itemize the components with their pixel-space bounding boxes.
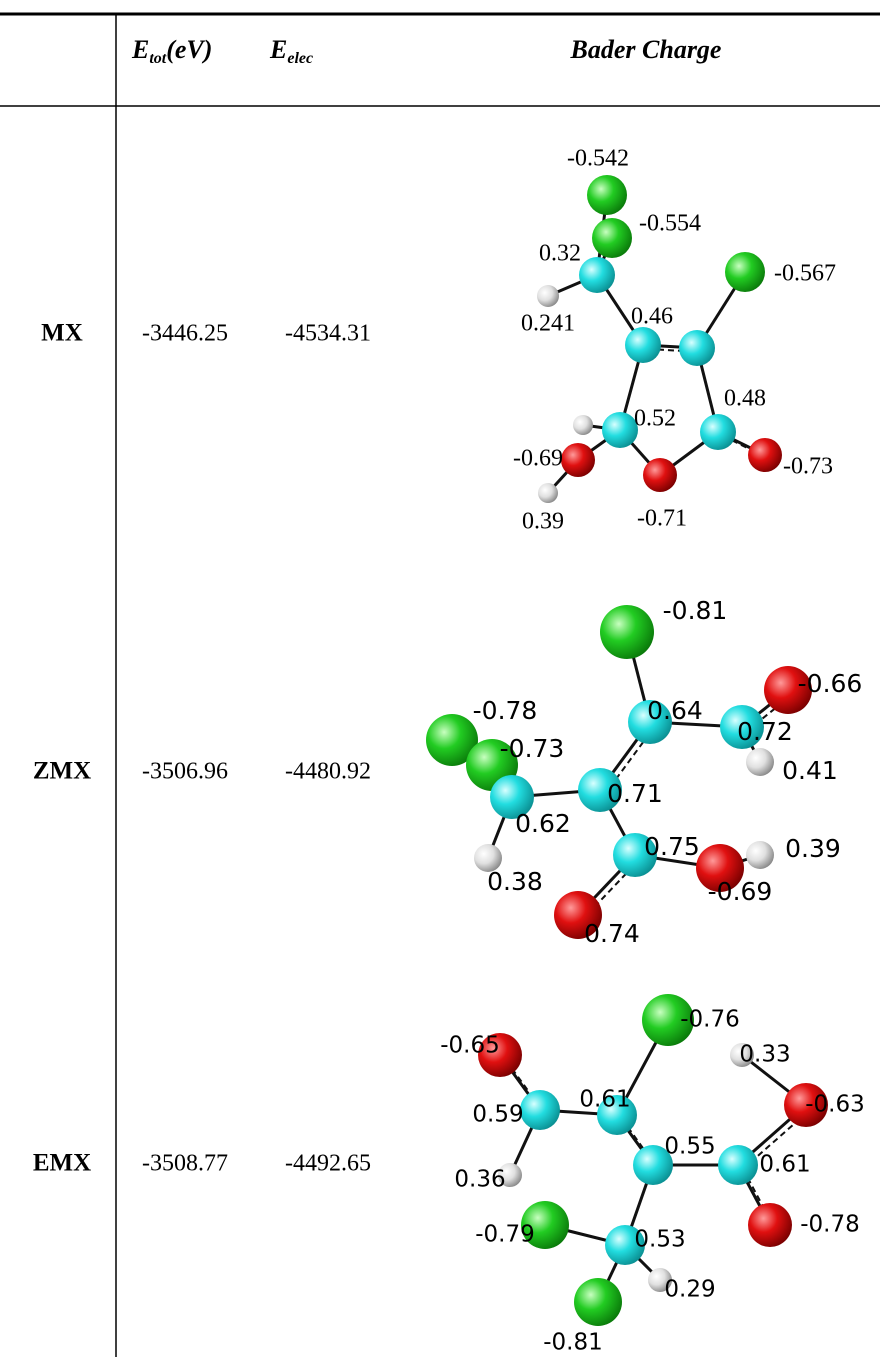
eelec-value: -4534.31 bbox=[285, 321, 371, 347]
atom bbox=[720, 705, 764, 749]
atom bbox=[561, 443, 595, 477]
charge-label: 0.48 bbox=[724, 386, 766, 412]
atom bbox=[597, 1095, 637, 1135]
charge-label: 0.61 bbox=[579, 1087, 630, 1113]
atom bbox=[537, 285, 559, 307]
atom bbox=[521, 1201, 569, 1249]
row-name: MX bbox=[41, 320, 83, 347]
charge-label: -0.69 bbox=[708, 877, 773, 906]
atom bbox=[554, 891, 602, 939]
atom bbox=[746, 841, 774, 869]
atom bbox=[633, 1145, 673, 1185]
atom bbox=[628, 700, 672, 744]
atom bbox=[573, 415, 593, 435]
charge-label: -0.73 bbox=[500, 734, 565, 763]
atom bbox=[579, 257, 615, 293]
atom bbox=[426, 714, 478, 766]
molecule: -0.542 -0.554 0.32 -0.567 0.241 0.46 0.48 0.52 -… bbox=[513, 146, 836, 535]
molecule: -0.76 -0.65 0.33 0.61 -0.63 0.59 0.55 0.61 0.36 -… bbox=[440, 994, 865, 1356]
atom bbox=[696, 844, 744, 892]
charge-label: 0.59 bbox=[472, 1102, 523, 1128]
charge-label: -0.78 bbox=[473, 696, 538, 725]
atom bbox=[625, 327, 661, 363]
atom bbox=[700, 414, 736, 450]
atom bbox=[520, 1090, 560, 1130]
charge-label: 0.36 bbox=[454, 1167, 505, 1193]
etot-value: -3446.25 bbox=[142, 321, 228, 347]
charge-label: -0.567 bbox=[774, 261, 836, 287]
eelec-value: -4480.92 bbox=[285, 759, 371, 785]
atom bbox=[478, 1033, 522, 1077]
atom bbox=[587, 175, 627, 215]
charge-label: -0.542 bbox=[567, 146, 629, 172]
header-bader: Bader Charge bbox=[570, 35, 722, 64]
header-etot: Etot(eV) bbox=[131, 35, 212, 67]
atom bbox=[642, 994, 694, 1046]
charge-label: 0.72 bbox=[737, 717, 793, 746]
charge-label: 0.46 bbox=[631, 304, 673, 330]
header-eelec: Eelec bbox=[269, 35, 313, 67]
charge-label: 0.55 bbox=[664, 1134, 715, 1160]
atom bbox=[764, 666, 812, 714]
charge-label: -0.73 bbox=[783, 454, 833, 480]
atom bbox=[784, 1083, 828, 1127]
atom bbox=[643, 458, 677, 492]
etot-value: -3508.77 bbox=[142, 1151, 228, 1177]
atom bbox=[605, 1225, 645, 1265]
charge-label: 0.38 bbox=[487, 867, 543, 896]
charge-label: 0.241 bbox=[521, 311, 575, 337]
charge-label: -0.79 bbox=[475, 1222, 535, 1248]
atom bbox=[498, 1163, 522, 1187]
charge-label: 0.62 bbox=[515, 809, 571, 838]
atom bbox=[730, 1043, 754, 1067]
molecule: -0.81 -0.66 0.64 0.72 0.41 -0.78 -0.73 0.71 0.62… bbox=[426, 596, 862, 948]
atom bbox=[748, 438, 782, 472]
charge-label: -0.81 bbox=[663, 596, 728, 625]
charge-label: -0.554 bbox=[639, 211, 701, 237]
etot-value: -3506.96 bbox=[142, 759, 228, 785]
charge-label: 0.71 bbox=[607, 779, 663, 808]
charge-label: -0.66 bbox=[798, 669, 863, 698]
charge-label: -0.69 bbox=[513, 446, 563, 472]
charge-label: 0.75 bbox=[644, 832, 700, 861]
charge-label: 0.61 bbox=[759, 1152, 810, 1178]
atom bbox=[600, 605, 654, 659]
atom bbox=[748, 1203, 792, 1247]
atom bbox=[679, 330, 715, 366]
charge-label: 0.33 bbox=[739, 1042, 790, 1068]
atom bbox=[474, 844, 502, 872]
atom bbox=[538, 483, 558, 503]
charge-label: 0.32 bbox=[539, 241, 581, 267]
charge-label: -0.65 bbox=[440, 1033, 500, 1059]
charge-label: 0.39 bbox=[522, 509, 564, 535]
row-name: EMX bbox=[33, 1150, 91, 1177]
charge-label: -0.78 bbox=[800, 1212, 860, 1238]
eelec-value: -4492.65 bbox=[285, 1151, 371, 1177]
atom bbox=[648, 1268, 672, 1292]
charge-label: 0.74 bbox=[584, 919, 640, 948]
atom bbox=[613, 833, 657, 877]
charge-label: -0.63 bbox=[805, 1092, 865, 1118]
charge-label: 0.41 bbox=[782, 756, 838, 785]
charge-label: 0.64 bbox=[647, 696, 703, 725]
charge-label: 0.39 bbox=[785, 834, 841, 863]
atom bbox=[718, 1145, 758, 1185]
charge-label: -0.81 bbox=[543, 1330, 603, 1356]
atom bbox=[602, 412, 638, 448]
atom bbox=[592, 218, 632, 258]
atom bbox=[578, 768, 622, 812]
charge-label: 0.29 bbox=[664, 1277, 715, 1303]
charge-label: -0.71 bbox=[637, 506, 687, 532]
atom bbox=[574, 1278, 622, 1326]
charge-label: 0.52 bbox=[634, 406, 676, 432]
charge-label: 0.53 bbox=[634, 1227, 685, 1253]
table-body: MX -3446.25 -4534.31 -0.542 -0.554 0.32 -0.567… bbox=[33, 146, 865, 1356]
atom bbox=[725, 252, 765, 292]
atom bbox=[490, 775, 534, 819]
atom bbox=[746, 748, 774, 776]
row-name: ZMX bbox=[33, 758, 91, 785]
charge-label: -0.76 bbox=[680, 1007, 740, 1033]
